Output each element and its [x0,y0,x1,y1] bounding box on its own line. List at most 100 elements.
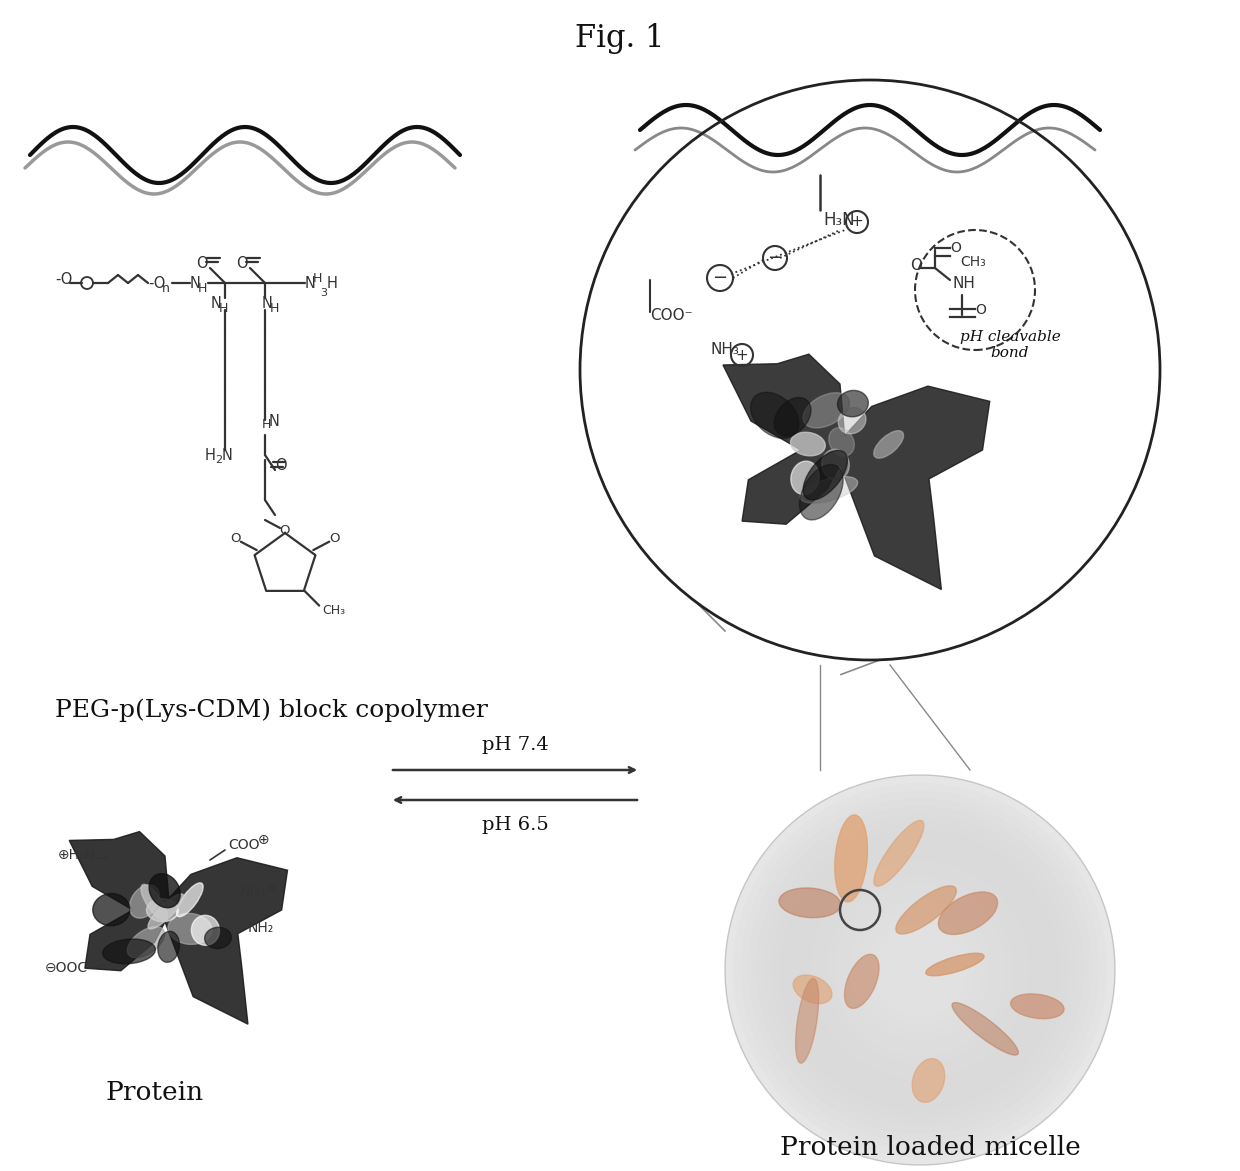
Text: H: H [312,272,322,285]
Circle shape [826,876,1013,1063]
Text: N: N [211,295,222,310]
Text: H: H [262,418,272,431]
Text: COO⁻: COO⁻ [650,308,693,322]
Text: COO: COO [228,838,259,852]
Ellipse shape [838,408,866,433]
Text: +: + [735,348,749,363]
Ellipse shape [794,975,832,1004]
Text: CH₃: CH₃ [960,255,986,269]
Text: N: N [190,275,201,290]
Text: H: H [327,275,337,290]
Ellipse shape [796,979,818,1063]
Ellipse shape [93,893,130,926]
Circle shape [764,814,1076,1127]
Text: −: − [713,269,728,287]
Circle shape [771,822,1068,1118]
Text: ⊕: ⊕ [267,882,278,895]
Ellipse shape [149,874,180,908]
Ellipse shape [800,477,858,504]
Text: H₃N: H₃N [823,211,854,230]
Ellipse shape [895,885,956,934]
Text: O: O [330,533,340,546]
Ellipse shape [874,431,904,458]
Text: O: O [196,255,208,271]
Text: O: O [950,241,961,255]
Text: pH cleavable
bond: pH cleavable bond [960,330,1060,361]
Text: 2: 2 [215,456,222,465]
Ellipse shape [913,1059,945,1102]
Text: N: N [269,415,280,430]
Text: -O: -O [148,275,165,290]
Circle shape [780,829,1060,1110]
Circle shape [818,869,1022,1071]
Ellipse shape [822,450,849,480]
Text: +: + [851,214,863,230]
Ellipse shape [148,893,184,929]
Ellipse shape [952,1002,1018,1055]
Text: NH₃: NH₃ [711,342,739,357]
Text: O: O [910,258,923,273]
Circle shape [756,806,1084,1134]
Text: −: − [768,249,782,267]
Text: NH₂: NH₂ [248,922,274,934]
Text: pH 6.5: pH 6.5 [481,816,548,834]
Ellipse shape [774,397,811,436]
Text: O: O [236,255,248,271]
Circle shape [835,884,1006,1056]
Circle shape [849,899,991,1040]
Circle shape [795,845,1045,1095]
Text: ⊖OOC: ⊖OOC [45,961,88,975]
Circle shape [866,916,975,1025]
Ellipse shape [103,939,155,964]
Ellipse shape [791,461,820,494]
Ellipse shape [844,954,879,1008]
Ellipse shape [169,913,212,944]
Text: H: H [198,281,207,294]
Text: pH 7.4: pH 7.4 [481,737,548,754]
Circle shape [842,892,998,1048]
Text: 3: 3 [320,288,327,297]
Circle shape [749,799,1091,1142]
Circle shape [733,782,1107,1157]
Ellipse shape [874,821,924,886]
Ellipse shape [790,432,826,456]
Text: O: O [275,459,286,473]
Circle shape [811,861,1029,1080]
Text: -O: -O [55,273,72,288]
Ellipse shape [804,451,847,500]
Text: N: N [222,447,233,463]
Circle shape [787,837,1053,1103]
Text: n: n [162,281,170,294]
Ellipse shape [926,953,985,975]
Circle shape [873,923,967,1016]
Ellipse shape [128,926,165,958]
Text: H: H [219,301,228,315]
Ellipse shape [146,898,179,922]
Text: NH: NH [952,276,975,292]
Ellipse shape [750,392,799,438]
Ellipse shape [141,884,167,920]
Text: ⊕H₂N: ⊕H₂N [58,848,95,862]
Circle shape [725,775,1115,1165]
Polygon shape [723,354,990,589]
Ellipse shape [176,883,203,917]
Circle shape [740,790,1100,1150]
Text: Fig. 1: Fig. 1 [575,22,665,54]
Text: H: H [270,301,279,315]
Text: H: H [205,447,216,463]
Ellipse shape [191,916,219,945]
Text: O: O [975,303,986,317]
Circle shape [804,852,1037,1087]
Text: CH₃: CH₃ [322,604,345,617]
Text: N: N [262,295,273,310]
Text: Protein loaded micelle: Protein loaded micelle [780,1135,1080,1160]
Ellipse shape [129,885,160,918]
Polygon shape [69,831,288,1025]
Text: NH₃: NH₃ [241,885,267,899]
Ellipse shape [804,392,849,427]
Circle shape [725,775,1115,1165]
Ellipse shape [939,892,998,934]
Ellipse shape [1011,994,1064,1019]
Ellipse shape [157,931,180,963]
Text: O: O [280,523,290,537]
